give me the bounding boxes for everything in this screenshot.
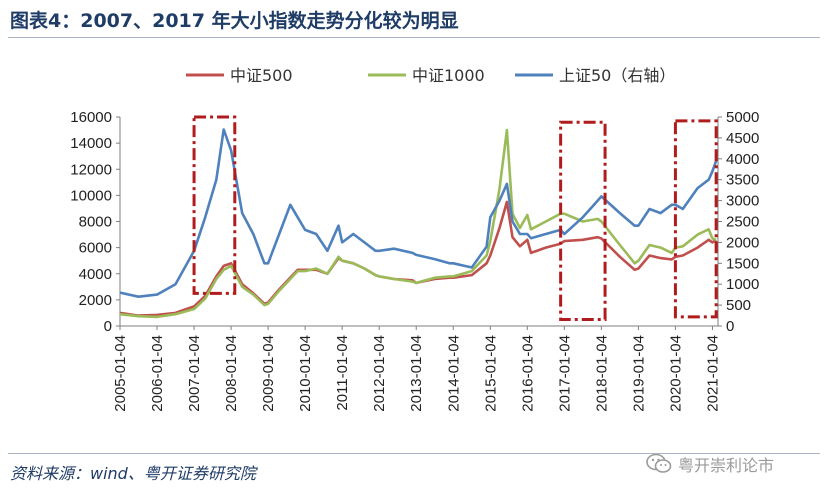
right-tick-label: 1500 [726,255,759,272]
source-note: 资料来源：wind、粤开证券研究院 [10,464,256,483]
right-tick-label: 2500 [726,214,759,231]
left-tick-label: 2000 [79,292,112,309]
x-tick-label: 2011-01-04 [334,335,351,411]
chart-title: 图表4：2007、2017 年大小指数走势分化较为明显 [10,10,459,32]
legend-label: 中证500 [230,66,293,85]
right-tick-label: 3000 [726,193,759,210]
series-layer [119,128,718,319]
x-tick-label: 2019-01-04 [630,335,647,412]
wechat-icon [646,453,672,473]
right-tick-label: 5000 [726,109,759,126]
right-tick-label: 0 [726,318,734,335]
left-tick-label: 10000 [70,187,112,204]
series-line [119,128,718,298]
right-tick-label: 4500 [726,130,759,147]
x-tick-label: 2018-01-04 [593,335,610,412]
right-tick-label: 1000 [726,276,759,293]
right-tick-label: 500 [726,297,751,314]
left-tick-label: 8000 [79,214,112,231]
x-tick-label: 2021-01-04 [704,335,721,412]
title-divider [8,37,820,38]
right-tick-label: 4000 [726,151,759,168]
right-tick-label: 3500 [726,172,759,189]
x-tick-label: 2010-01-04 [297,335,314,412]
axes: 0 2000 4000 6000 8000 10000 12000 14000 16000 0 50… [70,109,759,412]
highlight-box [192,115,237,295]
left-tick-label: 12000 [70,161,112,178]
x-tick-label: 2014-01-04 [445,335,462,412]
highlight-box [559,120,607,321]
x-tick-label: 2012-01-04 [371,335,388,412]
x-tick-label: 2005-01-04 [112,335,129,412]
x-tick-label: 2006-01-04 [149,335,166,412]
legend-label: 上证50（右轴） [559,66,675,85]
x-tick-label: 2009-01-04 [260,335,277,412]
source-divider [8,453,820,454]
x-tick-label: 2016-01-04 [519,335,536,412]
left-tick-label: 14000 [70,135,112,152]
x-tick-label: 2020-01-04 [667,335,684,412]
left-tick-label: 16000 [70,109,112,126]
left-tick-label: 6000 [79,240,112,257]
series-line [119,128,717,319]
x-tick-label: 2007-01-04 [186,335,203,412]
legend-label: 中证1000 [412,66,485,85]
x-tick-label: 2017-01-04 [556,335,573,412]
x-tick-label: 2008-01-04 [223,335,240,412]
annotation-layer [192,115,718,321]
x-tick-label: 2015-01-04 [482,335,499,412]
highlight-box [673,119,718,319]
watermark-text: 粤开崇利论市 [678,456,775,475]
left-tick-label: 4000 [79,266,112,283]
right-tick-label: 2000 [726,234,759,251]
watermark: 粤开崇利论市 [646,452,774,476]
x-tick-label: 2013-01-04 [408,335,425,412]
legend: 中证500 中证1000 上证50（右轴） [186,66,675,85]
left-tick-label: 0 [104,318,112,335]
